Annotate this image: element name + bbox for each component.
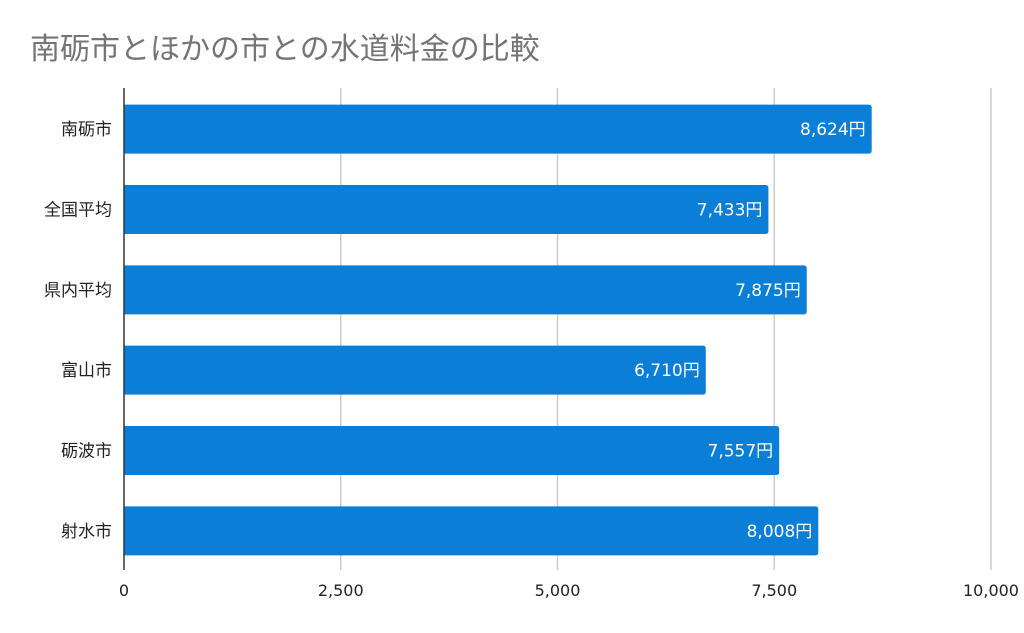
category-label: 全国平均: [44, 201, 112, 221]
x-tick-label: 5,000: [535, 581, 581, 600]
data-label: 7,433円: [697, 201, 763, 221]
x-tick-label: 2,500: [318, 581, 364, 600]
category-label: 砺波市: [61, 442, 112, 462]
data-label: 7,557円: [708, 442, 774, 462]
category-label: 射水市: [61, 522, 112, 542]
category-label: 富山市: [61, 361, 112, 381]
data-label: 8,008円: [747, 522, 813, 542]
bar: [124, 185, 769, 234]
data-label: 8,624円: [800, 120, 866, 140]
data-label: 6,710円: [634, 361, 700, 381]
bar: [124, 345, 706, 395]
x-tick-label: 10,000: [963, 581, 1019, 600]
bar: [124, 104, 872, 154]
x-tick-label: 7,500: [751, 581, 797, 600]
data-label: 7,875円: [735, 281, 801, 301]
chart-title: 南砺市とほかの市との水道料金の比較: [30, 32, 540, 67]
category-label: 南砺市: [61, 120, 112, 140]
category-label: 県内平均: [44, 281, 112, 301]
x-tick-label: 0: [119, 581, 129, 600]
bar: [124, 265, 807, 315]
bar: [124, 506, 819, 556]
bar: [124, 426, 780, 475]
